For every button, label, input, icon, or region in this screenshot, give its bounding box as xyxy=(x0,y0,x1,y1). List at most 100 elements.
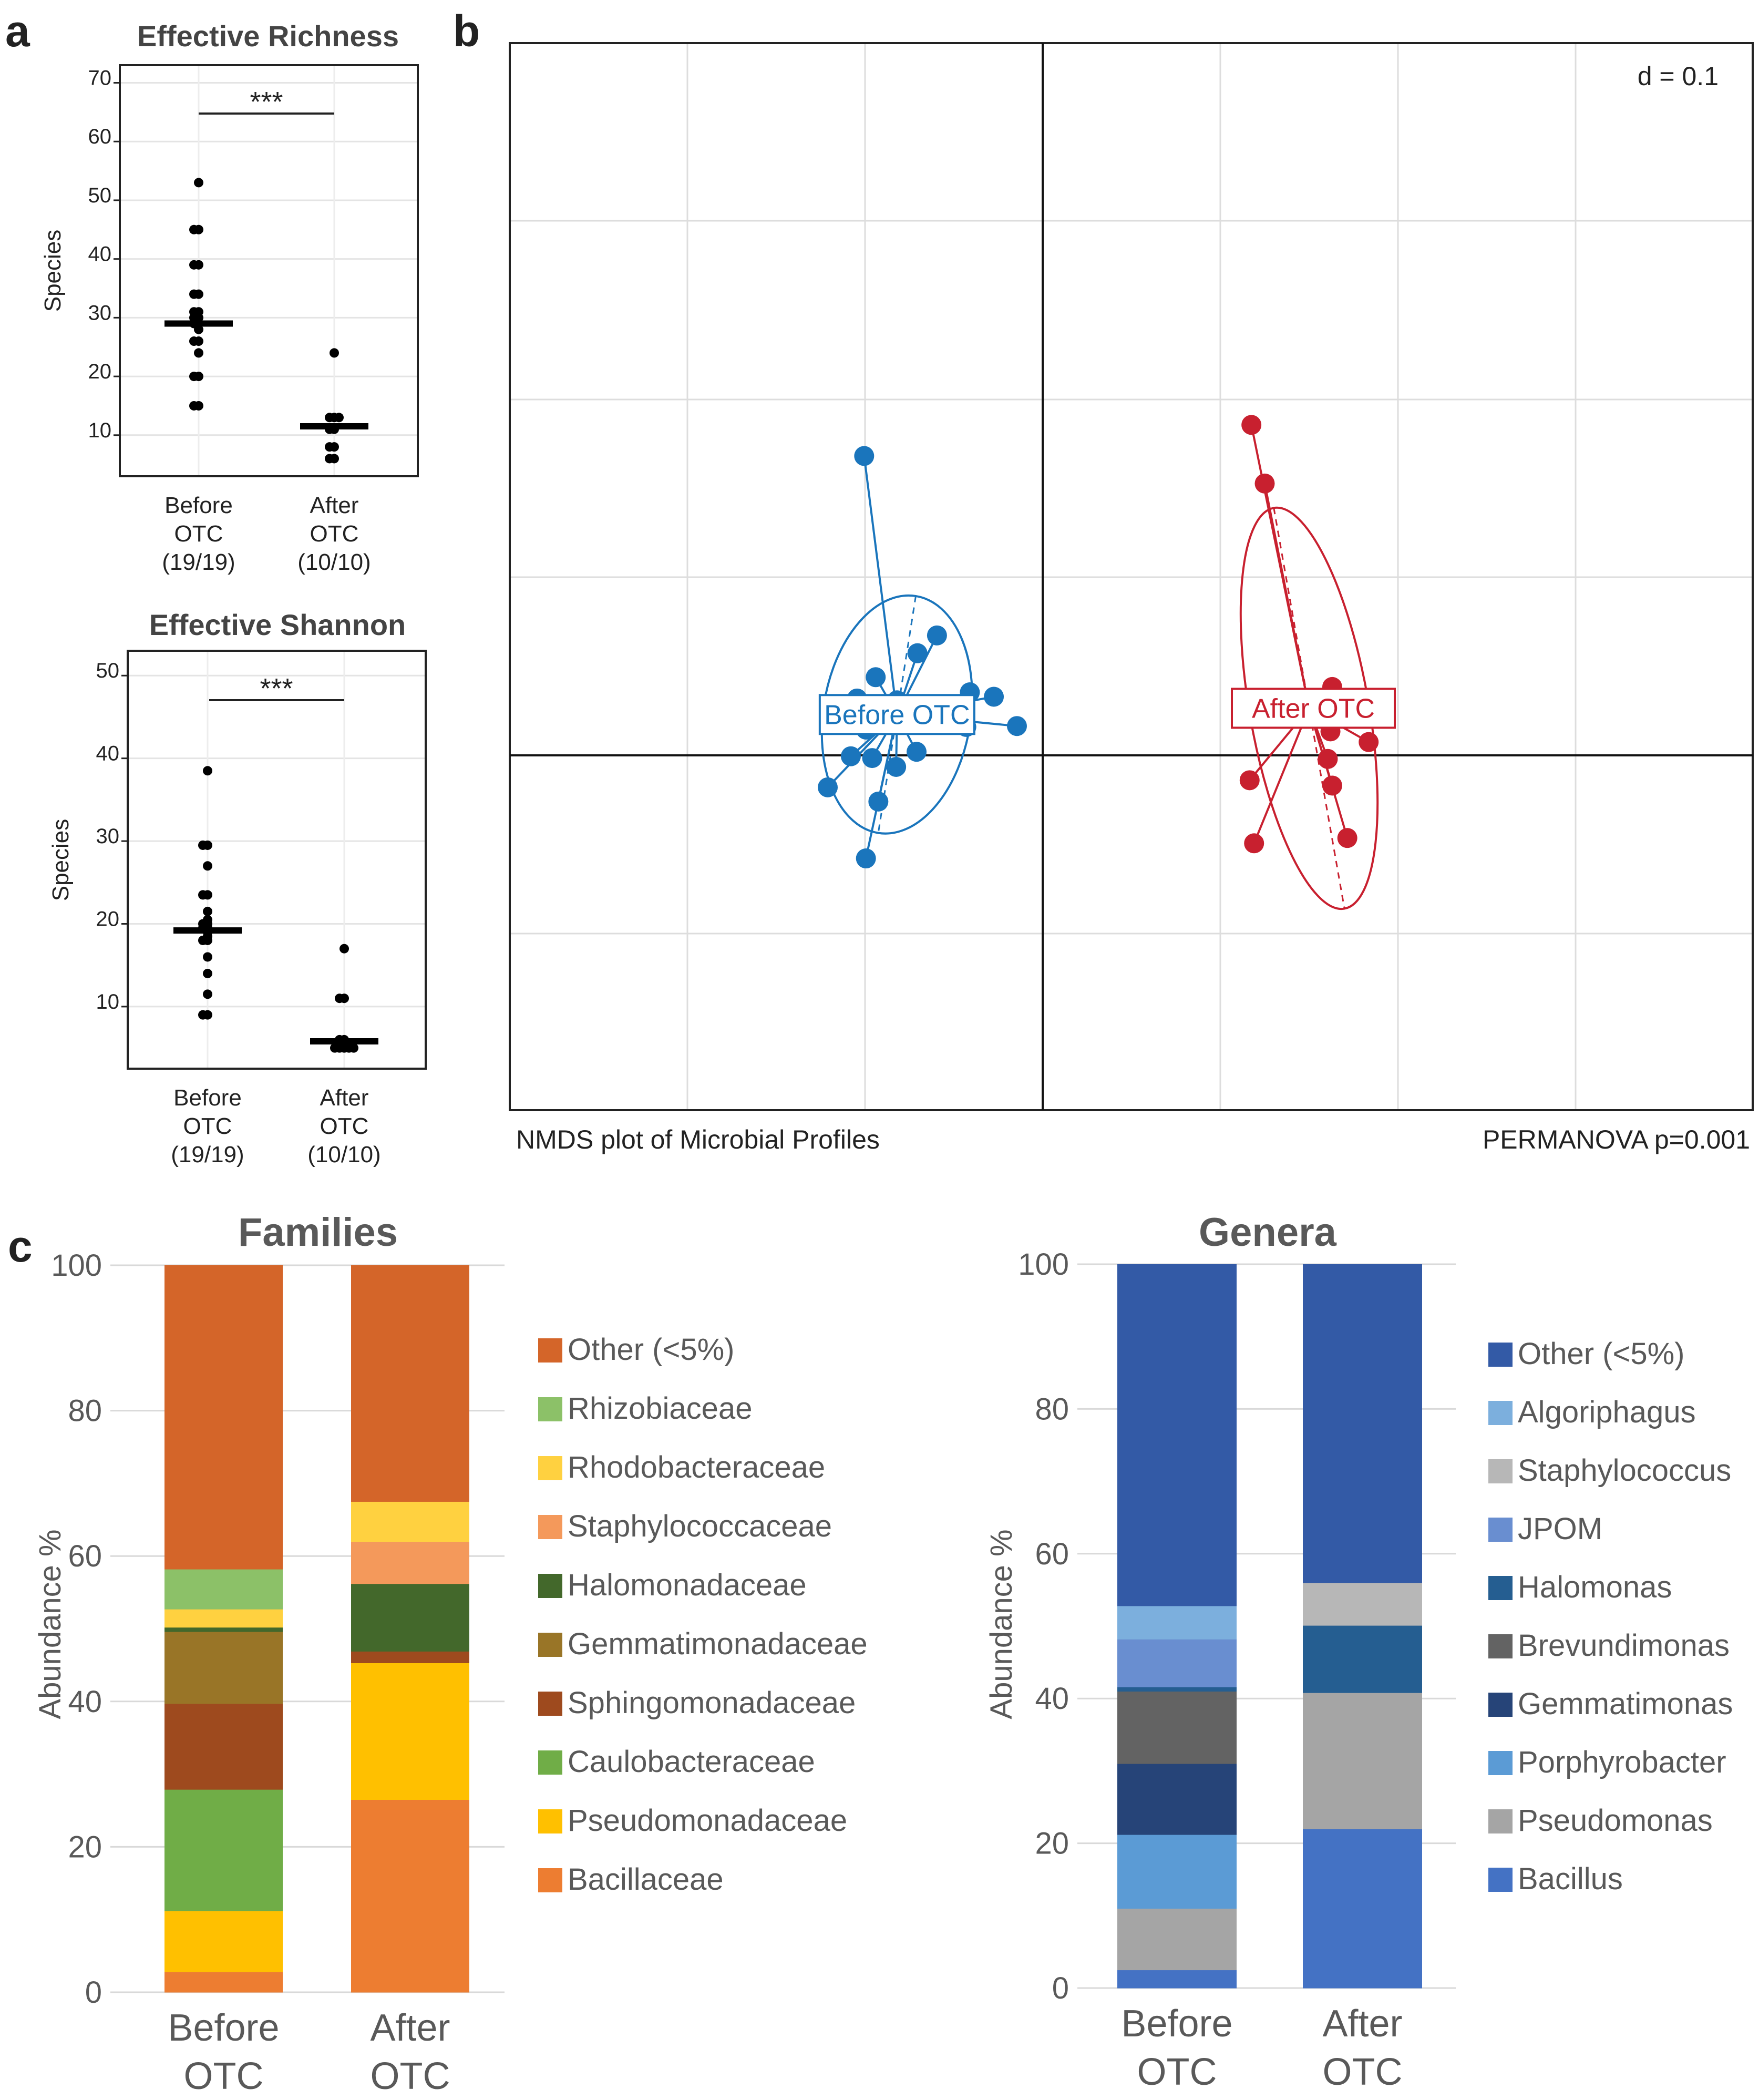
x-tick-label: Before xyxy=(1121,2003,1232,2045)
x-tick-label: After xyxy=(370,2007,450,2049)
y-axis-label: Abundance % xyxy=(33,1529,67,1719)
x-tick-label: OTC xyxy=(320,1113,369,1139)
legend-swatch xyxy=(538,1868,562,1892)
y-tick-label: 40 xyxy=(88,243,112,266)
y-tick-label: 60 xyxy=(88,125,112,148)
x-tick-label: (19/19) xyxy=(162,549,235,575)
x-tick-label: (19/19) xyxy=(171,1142,244,1167)
legend-swatch xyxy=(538,1750,562,1775)
y-gridlines xyxy=(120,65,418,476)
data-point xyxy=(203,766,212,776)
legend-label: Staphylococcus xyxy=(1518,1453,1731,1488)
data-point xyxy=(203,989,212,999)
bar-segment xyxy=(1303,1693,1422,1829)
data-point xyxy=(198,1010,208,1020)
data-point xyxy=(194,324,203,334)
legend-label: Rhizobiaceae xyxy=(568,1391,752,1426)
legend-label: Bacillaceae xyxy=(568,1862,724,1897)
nmds-gridlines xyxy=(510,43,1753,1110)
bar-segment xyxy=(351,1651,469,1664)
data-point xyxy=(198,890,208,900)
sample-point xyxy=(854,446,875,466)
spider-line xyxy=(1263,483,1310,709)
data-point xyxy=(203,906,212,916)
y-axis-label: Species xyxy=(48,819,74,902)
spider-line xyxy=(1253,708,1310,844)
bar-segment xyxy=(1303,1582,1422,1626)
legend-label: Rhodobacteraceae xyxy=(568,1450,825,1484)
bar-segment xyxy=(351,1663,469,1800)
plot-frame xyxy=(127,650,427,1070)
bar-segment xyxy=(351,1541,469,1584)
nmds-title: NMDS plot of Microbial Profiles xyxy=(516,1125,880,1154)
data-point xyxy=(203,861,212,871)
nmds-chart: Before OTC After OTC d = 0.1 NMDS plot of… xyxy=(509,42,1754,1154)
y-tick-label: 100 xyxy=(51,1248,102,1283)
bar-segment xyxy=(1117,1264,1237,1606)
data-point xyxy=(330,1043,340,1053)
bar-segment xyxy=(164,1789,283,1911)
data-point xyxy=(325,454,334,464)
y-tick-label: 20 xyxy=(88,360,112,383)
sample-point xyxy=(1254,473,1275,494)
bar-segment xyxy=(1117,1605,1237,1640)
bar-segment xyxy=(1303,1625,1422,1693)
y-tick-label: 60 xyxy=(68,1539,102,1573)
significance-label: *** xyxy=(260,673,293,704)
y-tick-label: 10 xyxy=(96,990,120,1013)
ellipse-major-axis xyxy=(1273,508,1345,909)
richness-chart: Effective Richness 10 20 30 40 50 60 70 Specie… xyxy=(40,19,419,575)
y-tick-label: 20 xyxy=(1035,1827,1069,1861)
bar-segment xyxy=(351,1583,469,1652)
legend-swatch xyxy=(1488,1693,1513,1717)
data-point xyxy=(189,289,199,299)
legend-label: Halomonadaceae xyxy=(568,1568,807,1602)
sample-point xyxy=(840,746,861,766)
data-point xyxy=(189,372,199,382)
bar-segment xyxy=(164,1265,283,1570)
sample-point xyxy=(1239,770,1260,791)
legend-swatch xyxy=(538,1574,562,1598)
legend-label: Other (<5%) xyxy=(568,1333,735,1367)
bar-segment xyxy=(1117,1970,1237,1989)
y-axis-label: Abundance % xyxy=(984,1529,1019,1719)
sample-point xyxy=(818,777,838,797)
legend-swatch xyxy=(1488,1401,1513,1425)
legend-label: Brevundimonas xyxy=(1518,1628,1730,1663)
x-tick-label: OTC xyxy=(371,2055,450,2097)
x-tick-label: (10/10) xyxy=(297,549,371,575)
y-tick-label: 40 xyxy=(68,1685,102,1719)
legend-label: Bacillus xyxy=(1518,1862,1623,1896)
significance-label: *** xyxy=(250,86,283,118)
data-points xyxy=(198,766,358,1053)
spider-line xyxy=(865,714,898,859)
x-tick-label: After xyxy=(320,1085,369,1111)
y-tick-label: 0 xyxy=(85,1975,102,2010)
sample-point xyxy=(1337,828,1357,848)
bar-segment xyxy=(164,1972,283,1993)
sample-point xyxy=(886,756,907,777)
data-point xyxy=(189,401,199,411)
y-tick-label: 80 xyxy=(1035,1392,1069,1426)
chart-title: Genera xyxy=(1199,1210,1337,1255)
y-tick-label: 50 xyxy=(96,659,120,682)
y-tick-label: 70 xyxy=(88,67,112,90)
legend-label: Halomonas xyxy=(1518,1570,1672,1604)
legend-swatch xyxy=(1488,1751,1513,1775)
legend-label: Pseudomonas xyxy=(1518,1804,1713,1838)
data-point xyxy=(325,413,334,423)
sample-point xyxy=(1322,775,1342,796)
spider-line xyxy=(1308,708,1349,838)
legend-label: JPOM xyxy=(1518,1512,1602,1546)
y-tick-label: 40 xyxy=(96,742,120,765)
legend-label: Gemmatimonas xyxy=(1518,1687,1733,1721)
bar-segment xyxy=(164,1569,283,1610)
y-tick-label: 30 xyxy=(88,301,112,324)
x-tick-label: After xyxy=(310,493,359,518)
bar-segment xyxy=(1117,1908,1237,1971)
legend-swatch xyxy=(1488,1868,1513,1892)
group-label: Before OTC xyxy=(824,700,970,730)
group-label-box xyxy=(818,694,975,735)
